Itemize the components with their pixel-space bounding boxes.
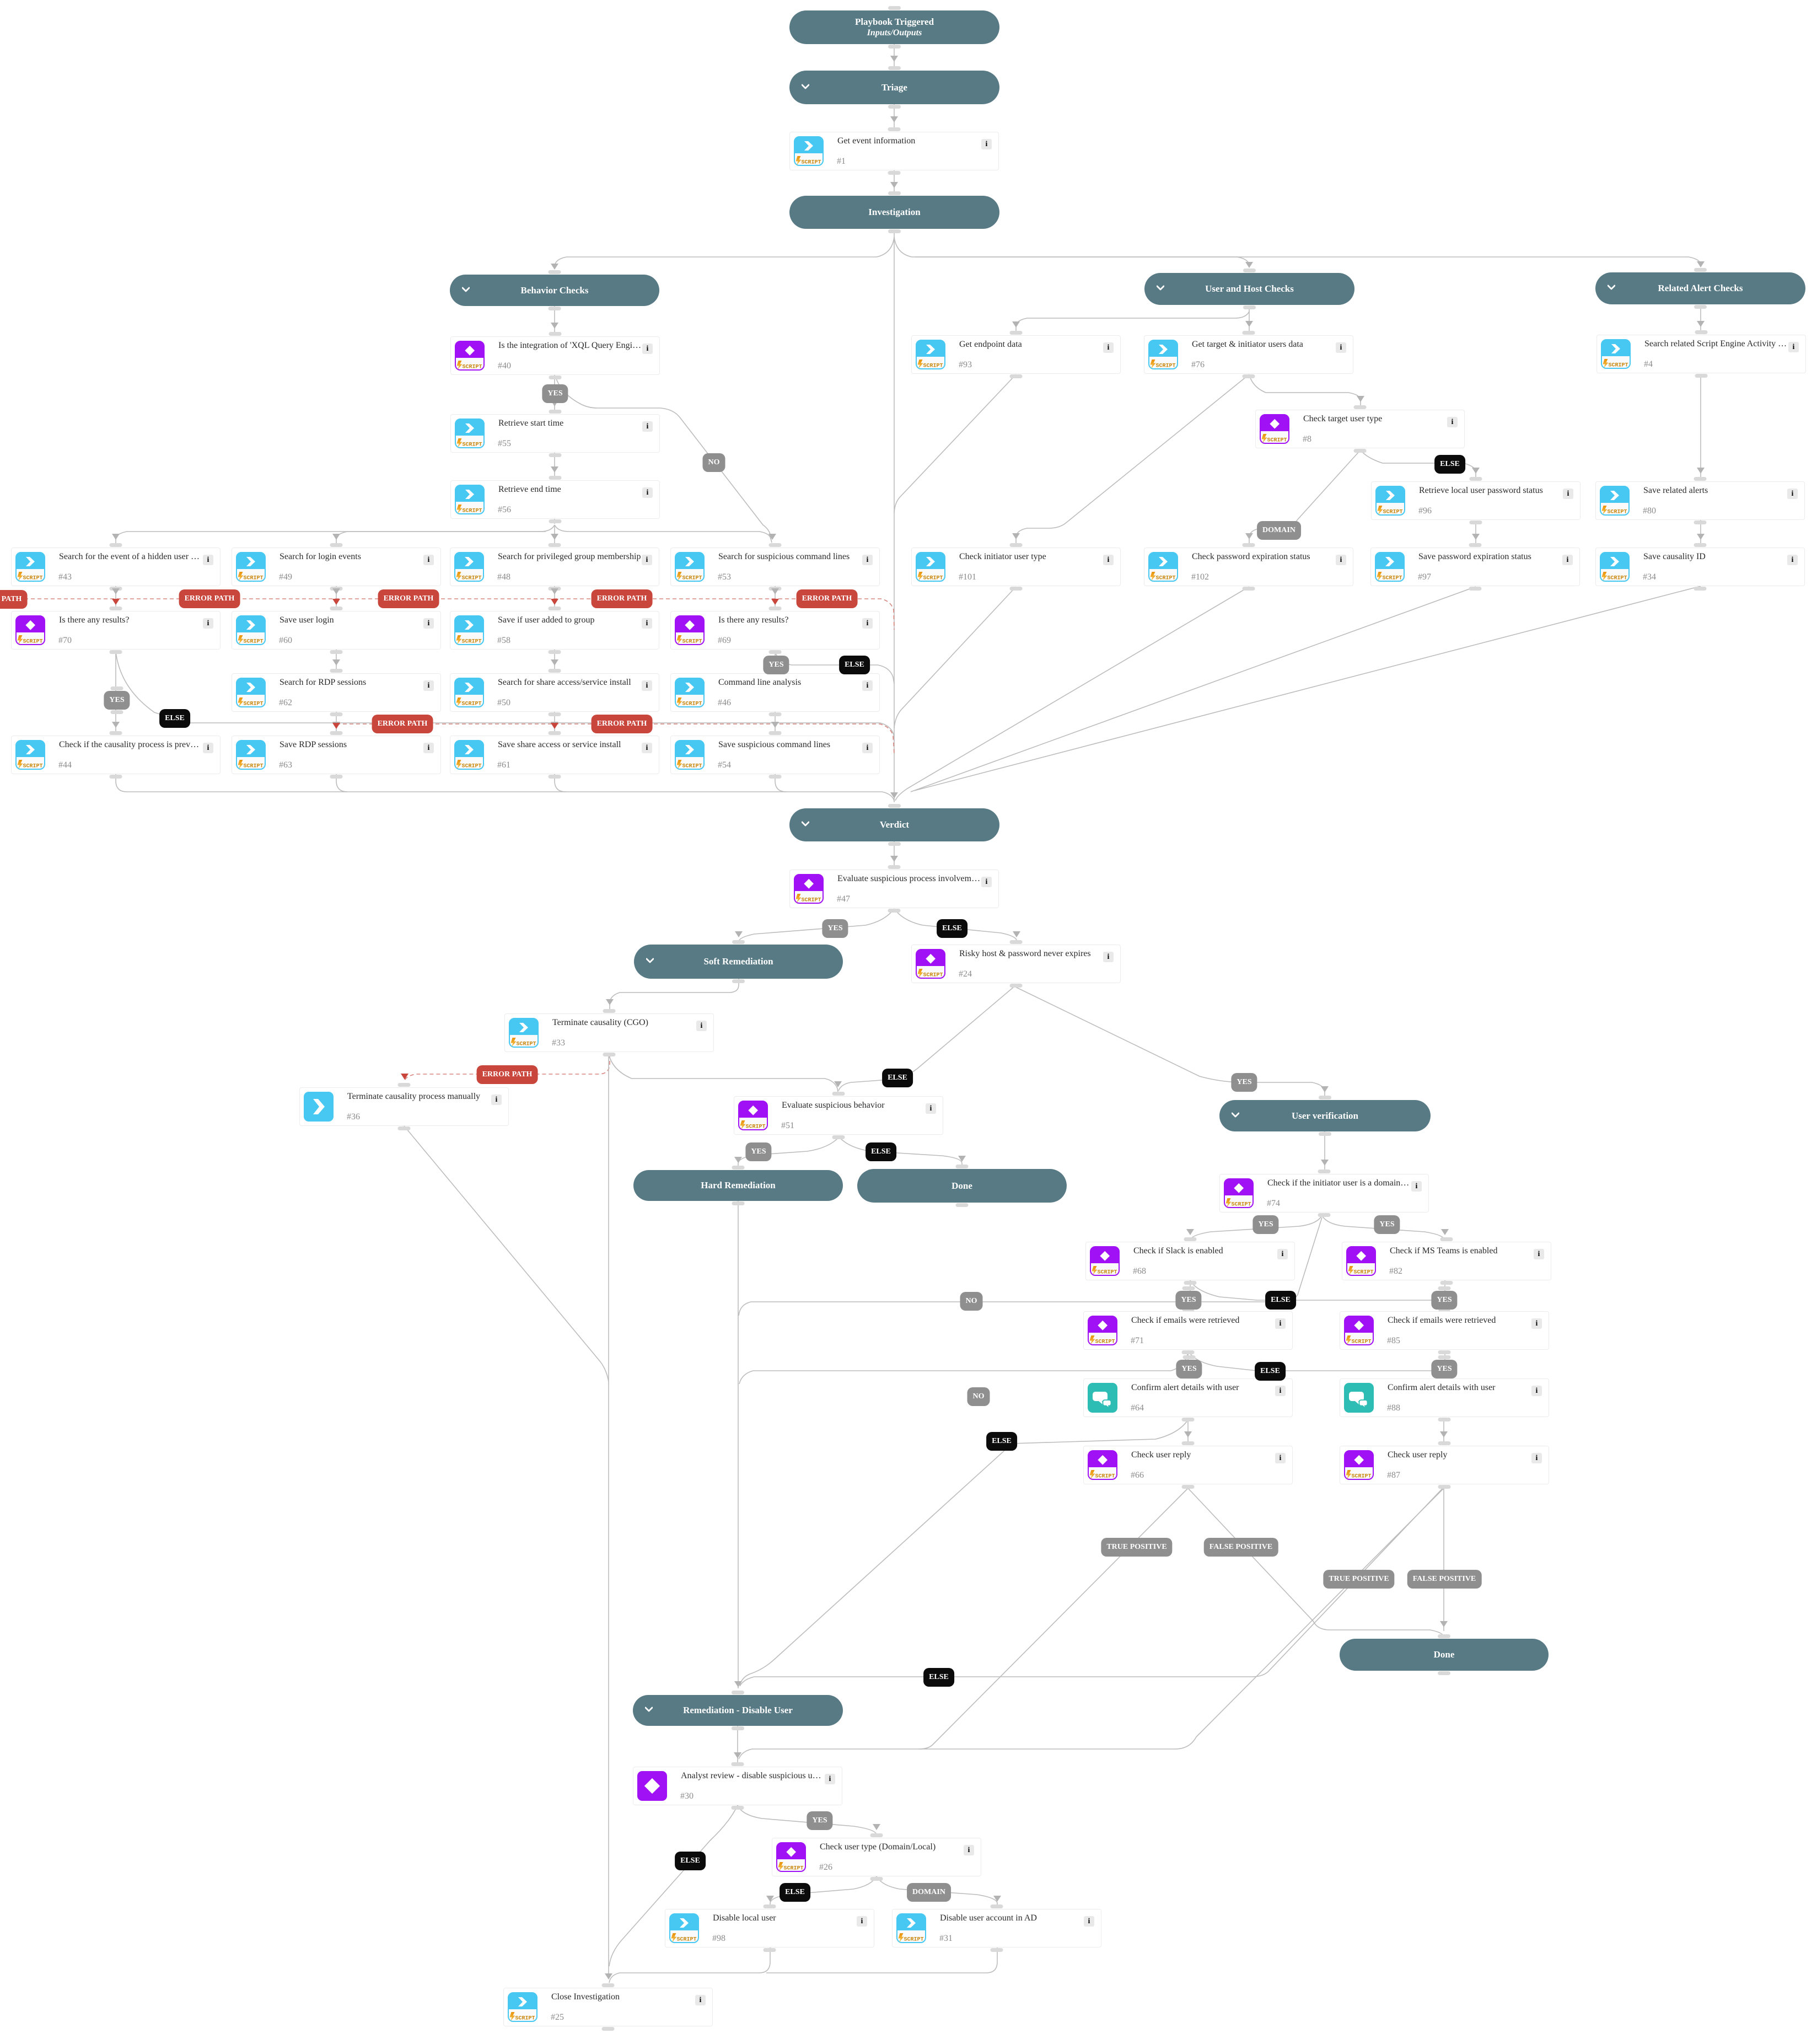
svg-text:SCRIPT: SCRIPT (923, 973, 943, 979)
svg-text:SCRIPT: SCRIPT (23, 764, 43, 770)
svg-text:SCRIPT: SCRIPT (1352, 1339, 1372, 1345)
svg-text:SCRIPT: SCRIPT (515, 2016, 535, 2022)
svg-text:SCRIPT: SCRIPT (462, 639, 482, 645)
svg-text:SCRIPT: SCRIPT (682, 576, 702, 582)
svg-text:SCRIPT: SCRIPT (463, 508, 482, 514)
svg-text:SCRIPT: SCRIPT (463, 364, 482, 371)
svg-text:SCRIPT: SCRIPT (462, 764, 482, 770)
svg-text:SCRIPT: SCRIPT (244, 639, 264, 645)
svg-text:SCRIPT: SCRIPT (677, 1937, 697, 1943)
svg-text:SCRIPT: SCRIPT (802, 160, 821, 166)
svg-text:SCRIPT: SCRIPT (1608, 509, 1627, 516)
svg-text:SCRIPT: SCRIPT (1232, 1202, 1251, 1208)
svg-text:SCRIPT: SCRIPT (462, 701, 482, 707)
svg-text:SCRIPT: SCRIPT (23, 576, 43, 582)
svg-text:SCRIPT: SCRIPT (244, 764, 264, 770)
svg-text:SCRIPT: SCRIPT (23, 639, 43, 645)
svg-text:SCRIPT: SCRIPT (682, 764, 702, 770)
svg-text:SCRIPT: SCRIPT (1354, 1270, 1374, 1276)
svg-text:SCRIPT: SCRIPT (682, 639, 702, 645)
svg-text:SCRIPT: SCRIPT (1609, 363, 1628, 369)
svg-text:SCRIPT: SCRIPT (1156, 363, 1176, 369)
svg-text:SCRIPT: SCRIPT (244, 576, 264, 582)
svg-text:SCRIPT: SCRIPT (1095, 1339, 1115, 1345)
svg-text:SCRIPT: SCRIPT (517, 1042, 536, 1048)
svg-text:SCRIPT: SCRIPT (1383, 509, 1403, 516)
svg-text:SCRIPT: SCRIPT (1095, 1474, 1115, 1480)
svg-text:SCRIPT: SCRIPT (1267, 438, 1287, 444)
svg-text:SCRIPT: SCRIPT (463, 442, 482, 448)
svg-text:SCRIPT: SCRIPT (802, 898, 821, 904)
svg-text:SCRIPT: SCRIPT (1098, 1270, 1117, 1276)
svg-text:SCRIPT: SCRIPT (462, 576, 482, 582)
svg-text:SCRIPT: SCRIPT (1352, 1474, 1372, 1480)
svg-text:SCRIPT: SCRIPT (682, 701, 702, 707)
svg-text:SCRIPT: SCRIPT (923, 576, 943, 582)
svg-text:SCRIPT: SCRIPT (784, 1866, 804, 1872)
svg-text:SCRIPT: SCRIPT (923, 363, 943, 369)
svg-text:SCRIPT: SCRIPT (244, 701, 264, 707)
svg-text:SCRIPT: SCRIPT (746, 1124, 766, 1130)
svg-text:SCRIPT: SCRIPT (1156, 576, 1176, 582)
svg-text:SCRIPT: SCRIPT (1608, 576, 1627, 582)
svg-text:SCRIPT: SCRIPT (1383, 576, 1402, 582)
svg-text:SCRIPT: SCRIPT (904, 1937, 924, 1943)
